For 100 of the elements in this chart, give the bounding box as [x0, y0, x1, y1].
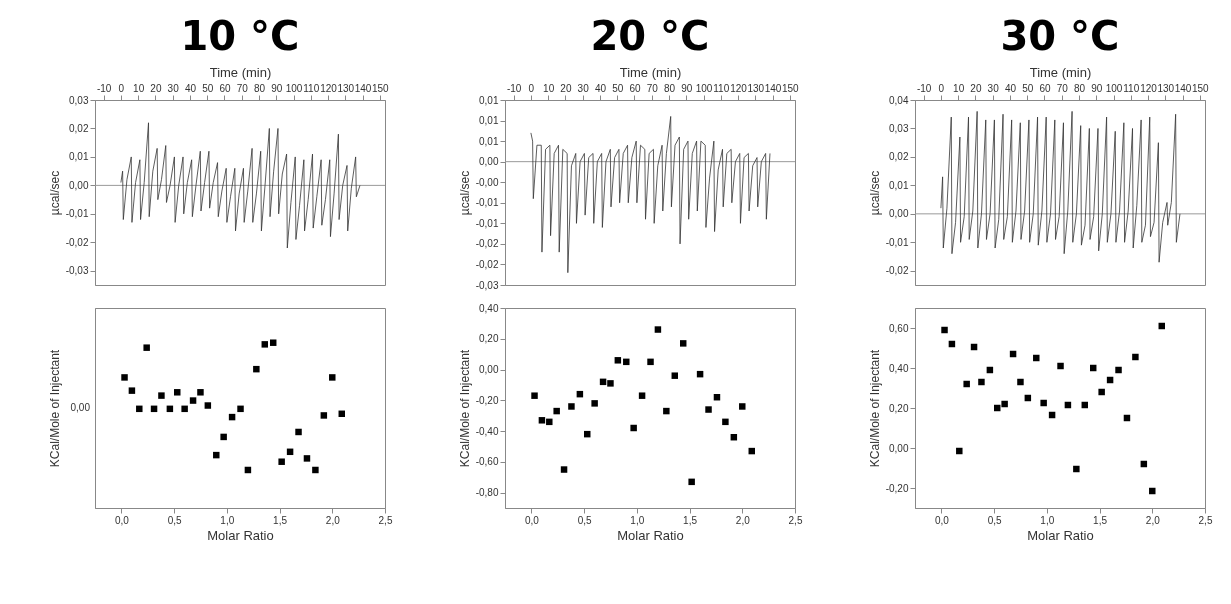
y-tick-label: -0,40: [475, 425, 499, 437]
x-axis-title: Time (min): [209, 64, 272, 80]
chart-title: 20 °C: [590, 13, 710, 59]
y-tick-label: -0,03: [475, 279, 499, 291]
x-tick-label: 120: [1140, 82, 1158, 94]
x-tick-label: 0,0: [114, 514, 130, 526]
x-tick-label: 70: [236, 82, 249, 94]
x-tick-label: 0,5: [987, 514, 1002, 526]
point: [189, 397, 197, 404]
x-tick-label: 2,0: [325, 514, 341, 526]
x-tick-label: 120: [320, 82, 338, 94]
point: [560, 466, 568, 473]
y-tick-label: -0,02: [475, 258, 499, 270]
x-tick-label: 90: [681, 82, 693, 94]
point: [1115, 366, 1122, 374]
y-axis-title: µcal/sec: [47, 170, 62, 216]
x-tick-label: 140: [354, 82, 372, 94]
y-tick-label: -0,20: [885, 482, 909, 494]
point: [213, 451, 220, 459]
point: [1149, 487, 1156, 495]
point: [197, 389, 204, 396]
point: [607, 380, 614, 387]
y-axis-title: µcal/sec: [457, 170, 472, 216]
point: [739, 403, 746, 410]
point: [538, 417, 546, 424]
point: [181, 405, 188, 413]
x-axis-title: Molar Ratio: [207, 527, 274, 543]
y-tick-label: -0,01: [475, 217, 499, 229]
point: [553, 407, 560, 415]
x-tick-label: 40: [594, 82, 607, 94]
point: [1001, 400, 1008, 408]
x-tick-label: 20: [970, 82, 982, 94]
x-tick-label: 2,5: [788, 514, 803, 526]
point: [647, 358, 654, 366]
x-tick-label: 10: [953, 82, 965, 94]
y-tick-label: 0,01: [479, 135, 499, 147]
y-tick-label: 0,00: [479, 364, 499, 376]
y-tick-label: -0,60: [475, 456, 499, 468]
x-tick-label: 90: [1091, 82, 1103, 94]
y-tick-label: -0,03: [65, 265, 89, 277]
point: [663, 407, 670, 415]
point: [329, 374, 336, 381]
x-tick-label: 70: [646, 82, 659, 94]
chart-title: 10 °C: [180, 13, 300, 59]
x-tick-label: 1,5: [1093, 514, 1108, 526]
point: [174, 389, 181, 396]
y-tick-label: 0,04: [889, 94, 909, 106]
y-tick-label: 0,20: [889, 402, 909, 414]
point: [638, 392, 646, 399]
x-tick-label: 140: [1174, 82, 1192, 94]
y-tick-label: -0,00: [475, 176, 499, 188]
x-tick-label: 110: [713, 82, 730, 94]
point: [546, 418, 553, 426]
x-axis-title: Molar Ratio: [617, 527, 684, 543]
x-tick-label: 30: [167, 82, 180, 94]
x-tick-label: 90: [271, 82, 283, 94]
x-tick-label: 1,0: [220, 514, 235, 526]
y-tick-label: 0,02: [69, 122, 89, 134]
y-axis-title: KCal/Mole of Injectant: [47, 349, 62, 468]
x-tick-label: 2,0: [735, 514, 751, 526]
x-tick-label: 150: [781, 82, 800, 94]
point: [295, 428, 302, 436]
x-tick-label: 30: [577, 82, 590, 94]
x-tick-label: 10: [133, 82, 145, 94]
x-tick-label: 130: [337, 82, 355, 94]
y-tick-label: -0,02: [885, 265, 909, 277]
x-tick-label: 100: [1105, 82, 1123, 94]
point: [614, 357, 622, 364]
point: [121, 374, 128, 381]
x-tick-label: 110: [303, 82, 320, 94]
point: [623, 358, 630, 366]
point: [1132, 353, 1139, 361]
point: [591, 400, 598, 407]
y-tick-label: -0,02: [475, 238, 499, 250]
x-tick-label: 70: [1056, 82, 1069, 94]
y-tick-label: -0,02: [65, 236, 89, 248]
point: [320, 412, 328, 419]
x-axis-title: Time (min): [1029, 64, 1092, 80]
y-tick-label: -0,20: [475, 394, 499, 406]
y-tick-label: 0,01: [479, 115, 499, 127]
point: [671, 372, 679, 379]
chart-title: 30 °C: [1000, 13, 1120, 59]
y-tick-label: 0,01: [69, 151, 89, 163]
point: [722, 418, 729, 426]
x-tick-label: 80: [663, 82, 676, 94]
y-tick-label: -0,80: [475, 487, 499, 499]
point: [220, 433, 227, 441]
x-tick-label: 0,0: [934, 514, 950, 526]
point: [261, 341, 269, 348]
x-tick-label: -10: [506, 82, 522, 94]
x-tick-label: 0,5: [167, 514, 182, 526]
x-tick-label: 130: [1157, 82, 1175, 94]
x-tick-label: 100: [285, 82, 303, 94]
y-tick-label: 0,00: [69, 179, 89, 191]
y-tick-label: 0,40: [889, 362, 909, 374]
x-tick-label: 150: [371, 82, 390, 94]
point: [158, 392, 165, 399]
point: [312, 466, 319, 474]
x-tick-label: 0: [118, 82, 125, 94]
y-axis-title: KCal/Mole of Injectant: [457, 349, 472, 468]
